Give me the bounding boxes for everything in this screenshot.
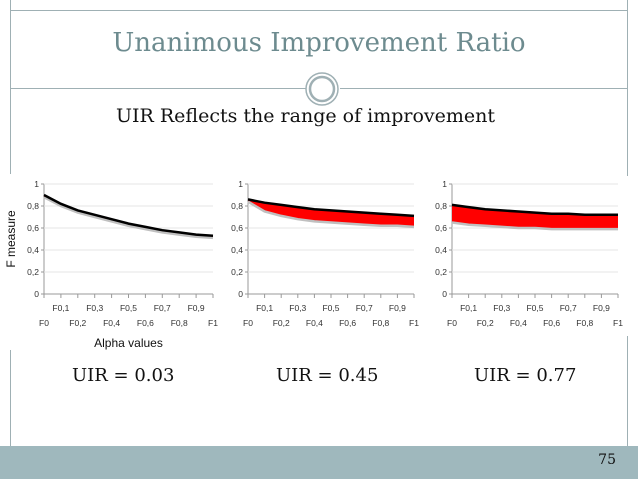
chart-2: 0 0,2 0,4 0,6 0,8 1 F0,1 F0,3 F0,5 F0,7 F0,9 F0 F0,2… — [231, 179, 419, 328]
x-tick-label: F0,4 — [306, 318, 323, 328]
chart-3-container: 0 0,2 0,4 0,6 0,8 1 F0,1 F0,3 F0,5 F0,7 F0,9 F0 F0,2… — [424, 176, 634, 336]
series-line-upper — [451, 203, 618, 217]
x-tick-label: F0,4 — [103, 318, 120, 328]
uir-label-2: UIR = 0.45 — [276, 365, 379, 386]
x-tick-label: F0,8 — [576, 318, 593, 328]
page-number: 75 — [598, 452, 616, 468]
x-axis-title: Alpha values — [94, 336, 163, 350]
y-tick-label: 0 — [34, 289, 39, 299]
x-tick-label: F0,5 — [526, 303, 543, 313]
x-tick-label: F1 — [409, 318, 419, 328]
y-tick-label: 0 — [238, 289, 243, 299]
y-tick-label: 0,2 — [435, 267, 447, 277]
x-tick-label: F0,7 — [560, 303, 577, 313]
x-tick-label: F1 — [208, 318, 218, 328]
x-tick-label: F0 — [447, 318, 457, 328]
title-divider-right — [340, 88, 628, 89]
y-tick-label: 0,6 — [27, 223, 39, 233]
x-tick-label: F0,3 — [289, 303, 306, 313]
x-tick-label: F0,3 — [86, 303, 103, 313]
y-tick-label: 0,4 — [27, 245, 39, 255]
x-tick-label: F0,7 — [154, 303, 171, 313]
x-tick-label: F0,9 — [188, 303, 205, 313]
x-tick-label: F0,6 — [543, 318, 560, 328]
x-tick-label: F0,1 — [52, 303, 69, 313]
chart-3: 0 0,2 0,4 0,6 0,8 1 F0,1 F0,3 F0,5 F0,7 F0,9 F0 F0,2… — [435, 179, 623, 328]
y-tick-label: 0 — [442, 289, 447, 299]
y-tick-label: 0,2 — [231, 267, 243, 277]
x-tick-label: F0 — [39, 318, 49, 328]
x-tick-label: F0,7 — [356, 303, 373, 313]
x-tick-label: F0 — [243, 318, 253, 328]
series-line-lower — [247, 200, 415, 229]
y-tick-label: 0,2 — [27, 267, 39, 277]
x-tick-label: F0,5 — [322, 303, 339, 313]
y-axis-title: F measure — [4, 210, 18, 268]
chart-1-container: 0 0,2 0,4 0,6 0,8 1 F0,1 F0,3 F0,5 F0,7 F0,9 F0 F0,2… — [0, 174, 220, 350]
x-tick-label: F0,2 — [477, 318, 494, 328]
x-tick-label: F0,1 — [256, 303, 273, 313]
footer-bar — [0, 446, 638, 479]
x-tick-label: F0,4 — [510, 318, 527, 328]
y-tick-label: 1 — [238, 179, 243, 189]
x-tick-label: F0,6 — [339, 318, 356, 328]
slide-subtitle: UIR Reflects the range of improvement — [116, 105, 496, 127]
x-tick-label: F0,8 — [372, 318, 389, 328]
y-tick-label: 0,4 — [435, 245, 447, 255]
x-tick-label: F0,2 — [273, 318, 290, 328]
x-tick-label: F0,6 — [137, 318, 154, 328]
x-tick-label: F0,9 — [389, 303, 406, 313]
y-tick-label: 0,8 — [231, 201, 243, 211]
slide-title: Unanimous Improvement Ratio — [112, 28, 526, 58]
y-tick-label: 1 — [34, 179, 39, 189]
chart-2-container: 0 0,2 0,4 0,6 0,8 1 F0,1 F0,3 F0,5 F0,7 F0,9 F0 F0,2… — [222, 174, 422, 336]
series-line-lower — [451, 221, 618, 231]
y-tick-label: 0,4 — [231, 245, 243, 255]
x-tick-label: F1 — [613, 318, 623, 328]
series-line-upper — [43, 193, 214, 237]
y-tick-label: 0,8 — [27, 201, 39, 211]
x-tick-label: F0,9 — [593, 303, 610, 313]
improvement-band — [44, 195, 213, 238]
divider-ornament-icon — [305, 72, 339, 106]
y-tick-label: 1 — [442, 179, 447, 189]
series-line-lower — [43, 196, 214, 240]
x-tick-label: F0,1 — [460, 303, 477, 313]
x-tick-label: F0,3 — [493, 303, 510, 313]
uir-label-3: UIR = 0.77 — [474, 365, 577, 386]
y-tick-label: 0,6 — [231, 223, 243, 233]
chart-1: 0 0,2 0,4 0,6 0,8 1 F0,1 F0,3 F0,5 F0,7 F0,9 F0 F0,2… — [4, 179, 218, 350]
uir-label-1: UIR = 0.03 — [72, 365, 175, 386]
title-divider-left — [10, 88, 308, 89]
x-tick-label: F0,5 — [120, 303, 137, 313]
y-tick-label: 0,6 — [435, 223, 447, 233]
top-frame-line — [10, 10, 628, 11]
x-tick-label: F0,2 — [69, 318, 86, 328]
series-line-upper — [247, 198, 415, 218]
x-tick-label: F0,8 — [171, 318, 188, 328]
y-tick-label: 0,8 — [435, 201, 447, 211]
